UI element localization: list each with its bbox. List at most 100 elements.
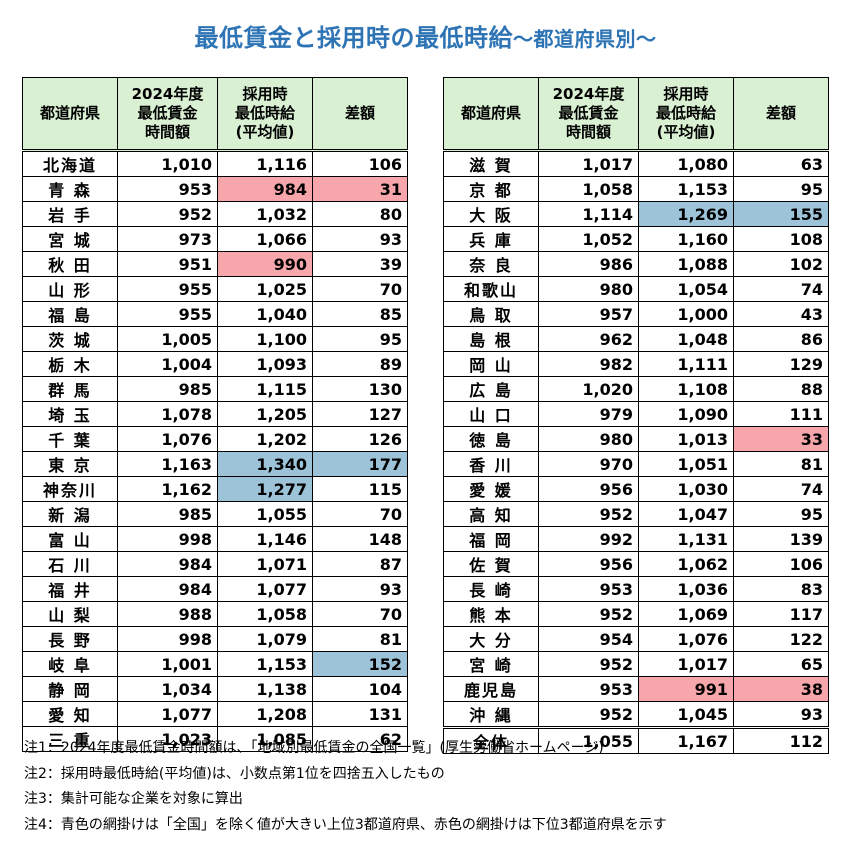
wage-table-right: 都道府県 2024年度 最低賃金 時間額 採用時 最低時給 (平均値) 差額 滋… — [443, 77, 829, 754]
table-row: 福 井 984 1,077 93 — [22, 576, 408, 602]
header-min-wage-line3: 時間額 — [144, 123, 190, 141]
min-wage-cell: 1,010 — [117, 150, 218, 177]
difference-cell: 129 — [733, 351, 829, 377]
difference-cell: 80 — [312, 201, 408, 227]
prefecture-cell: 石 川 — [22, 551, 118, 577]
table-body-right: 滋 賀 1,017 1,080 63 京 都 1,058 1,153 95 大 阪 1,114 1,… — [443, 150, 829, 754]
hiring-wage-cell: 1,131 — [638, 526, 734, 552]
min-wage-cell: 982 — [538, 351, 639, 377]
table-row: 京 都 1,058 1,153 95 — [443, 176, 829, 202]
difference-cell: 93 — [733, 701, 829, 728]
min-wage-cell: 970 — [538, 451, 639, 477]
hiring-wage-cell: 1,108 — [638, 376, 734, 402]
table-row: 千 葉 1,076 1,202 126 — [22, 426, 408, 452]
table-row: 福 岡 992 1,131 139 — [443, 526, 829, 552]
min-wage-cell: 953 — [117, 176, 218, 202]
prefecture-cell: 山 口 — [443, 401, 539, 427]
table-row: 佐 賀 956 1,062 106 — [443, 551, 829, 577]
prefecture-cell: 佐 賀 — [443, 551, 539, 577]
difference-cell: 95 — [733, 176, 829, 202]
table-row: 兵 庫 1,052 1,160 108 — [443, 226, 829, 252]
prefecture-cell: 岐 阜 — [22, 651, 118, 677]
prefecture-cell: 茨 城 — [22, 326, 118, 352]
header-prefecture: 都道府県 — [22, 77, 118, 151]
difference-cell: 83 — [733, 576, 829, 602]
hiring-wage-cell: 1,167 — [638, 726, 734, 754]
hiring-wage-cell: 1,160 — [638, 226, 734, 252]
min-wage-cell: 984 — [117, 551, 218, 577]
difference-cell: 70 — [312, 501, 408, 527]
table-row: 山 梨 988 1,058 70 — [22, 601, 408, 627]
prefecture-cell: 秋 田 — [22, 251, 118, 277]
min-wage-cell: 1,076 — [117, 426, 218, 452]
page-title: 最低賃金と採用時の最低時給～都道府県別～ — [0, 18, 851, 53]
hiring-wage-cell: 1,058 — [217, 601, 313, 627]
total-row: 全体 1,055 1,167 112 — [443, 726, 829, 754]
hiring-wage-cell: 1,153 — [638, 176, 734, 202]
hiring-wage-cell: 1,340 — [217, 451, 313, 477]
table-row: 大 阪 1,114 1,269 155 — [443, 201, 829, 227]
difference-cell: 117 — [733, 601, 829, 627]
header-hiring-wage: 採用時 最低時給 (平均値) — [217, 77, 313, 151]
hiring-wage-cell: 1,076 — [638, 626, 734, 652]
hiring-wage-cell: 1,062 — [638, 551, 734, 577]
table-row: 茨 城 1,005 1,100 95 — [22, 326, 408, 352]
hiring-wage-cell: 1,017 — [638, 651, 734, 677]
prefecture-cell: 徳 島 — [443, 426, 539, 452]
difference-cell: 139 — [733, 526, 829, 552]
difference-cell: 122 — [733, 626, 829, 652]
hiring-wage-cell: 1,111 — [638, 351, 734, 377]
min-wage-cell: 957 — [538, 301, 639, 327]
difference-cell: 86 — [733, 326, 829, 352]
prefecture-cell: 鳥 取 — [443, 301, 539, 327]
difference-cell: 177 — [312, 451, 408, 477]
prefecture-cell: 岩 手 — [22, 201, 118, 227]
difference-cell: 65 — [733, 651, 829, 677]
table-row: 埼 玉 1,078 1,205 127 — [22, 401, 408, 427]
table-row: 熊 本 952 1,069 117 — [443, 601, 829, 627]
note-4: 注4：青色の網掛けは「全国」を除く値が大きい上位3都道府県、赤色の網掛けは下位3… — [24, 816, 667, 833]
hiring-wage-cell: 1,090 — [638, 401, 734, 427]
difference-cell: 33 — [733, 426, 829, 452]
header-min-wage-line2: 最低賃金 — [137, 104, 198, 122]
header-row: 都道府県 2024年度 最低賃金 時間額 採用時 最低時給 (平均値) 差額 — [443, 77, 829, 151]
header-row: 都道府県 2024年度 最低賃金 時間額 採用時 最低時給 (平均値) 差額 — [22, 77, 408, 151]
min-wage-cell: 952 — [117, 201, 218, 227]
title-sub: ～都道府県別～ — [513, 27, 657, 51]
prefecture-cell: 岡 山 — [443, 351, 539, 377]
prefecture-cell: 京 都 — [443, 176, 539, 202]
min-wage-cell: 979 — [538, 401, 639, 427]
min-wage-cell: 986 — [538, 251, 639, 277]
prefecture-cell: 山 形 — [22, 276, 118, 302]
hiring-wage-cell: 1,116 — [217, 150, 313, 177]
hiring-wage-cell: 984 — [217, 176, 313, 202]
min-wage-cell: 980 — [538, 276, 639, 302]
difference-cell: 111 — [733, 401, 829, 427]
difference-cell: 126 — [312, 426, 408, 452]
prefecture-cell: 三 重 — [22, 726, 118, 752]
prefecture-cell: 鹿児島 — [443, 676, 539, 702]
prefecture-cell: 群 馬 — [22, 376, 118, 402]
table-row: 岩 手 952 1,032 80 — [22, 201, 408, 227]
table-row: 静 岡 1,034 1,138 104 — [22, 676, 408, 702]
hiring-wage-cell: 1,069 — [638, 601, 734, 627]
notes: 注1：2024年度最低賃金時間額は、「地域別最低賃金の全国一覧」(厚生労働省ホー… — [24, 736, 667, 838]
hiring-wage-cell: 1,080 — [638, 150, 734, 177]
min-wage-cell: 1,114 — [538, 201, 639, 227]
table-row: 愛 知 1,077 1,208 131 — [22, 701, 408, 727]
header-hiring-wage: 採用時 最低時給 (平均値) — [638, 77, 734, 151]
difference-cell: 112 — [733, 726, 829, 754]
difference-cell: 106 — [733, 551, 829, 577]
table-row: 宮 崎 952 1,017 65 — [443, 651, 829, 677]
header-difference: 差額 — [733, 77, 829, 151]
header-min-wage: 2024年度 最低賃金 時間額 — [538, 77, 639, 151]
hiring-wage-cell: 1,093 — [217, 351, 313, 377]
hiring-wage-cell: 1,115 — [217, 376, 313, 402]
table-row: 和歌山 980 1,054 74 — [443, 276, 829, 302]
hiring-wage-cell: 1,000 — [638, 301, 734, 327]
difference-cell: 115 — [312, 476, 408, 502]
table-row: 広 島 1,020 1,108 88 — [443, 376, 829, 402]
hiring-wage-cell: 990 — [217, 251, 313, 277]
note-3: 注3：集計可能な企業を対象に算出 — [24, 791, 243, 807]
hiring-wage-cell: 1,045 — [638, 701, 734, 728]
